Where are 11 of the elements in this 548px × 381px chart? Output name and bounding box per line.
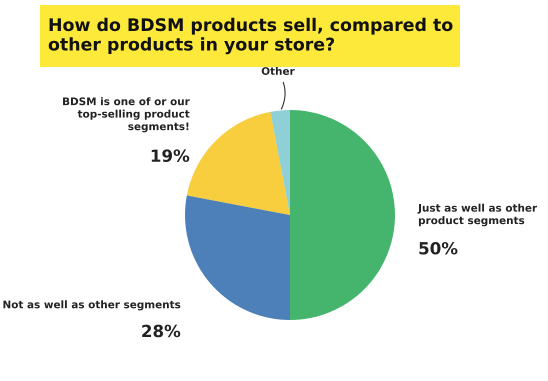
slice-label: Other — [262, 66, 295, 75]
slice-label: BDSM is one of or our top-selling product segments! — [63, 97, 190, 132]
pie-slice — [290, 110, 395, 320]
data-label: 50% — [419, 242, 458, 255]
data-label: 19% — [152, 149, 190, 162]
pie-slice — [185, 195, 290, 320]
slice-label: Not as well as other segments — [3, 300, 180, 310]
data-label: 28% — [142, 324, 180, 338]
slice-label: Just as well as other product segments — [418, 204, 538, 226]
chart-title: How do BDSM products sell, compared to other products in your store? — [48, 18, 452, 54]
pie-slice — [270, 110, 290, 215]
